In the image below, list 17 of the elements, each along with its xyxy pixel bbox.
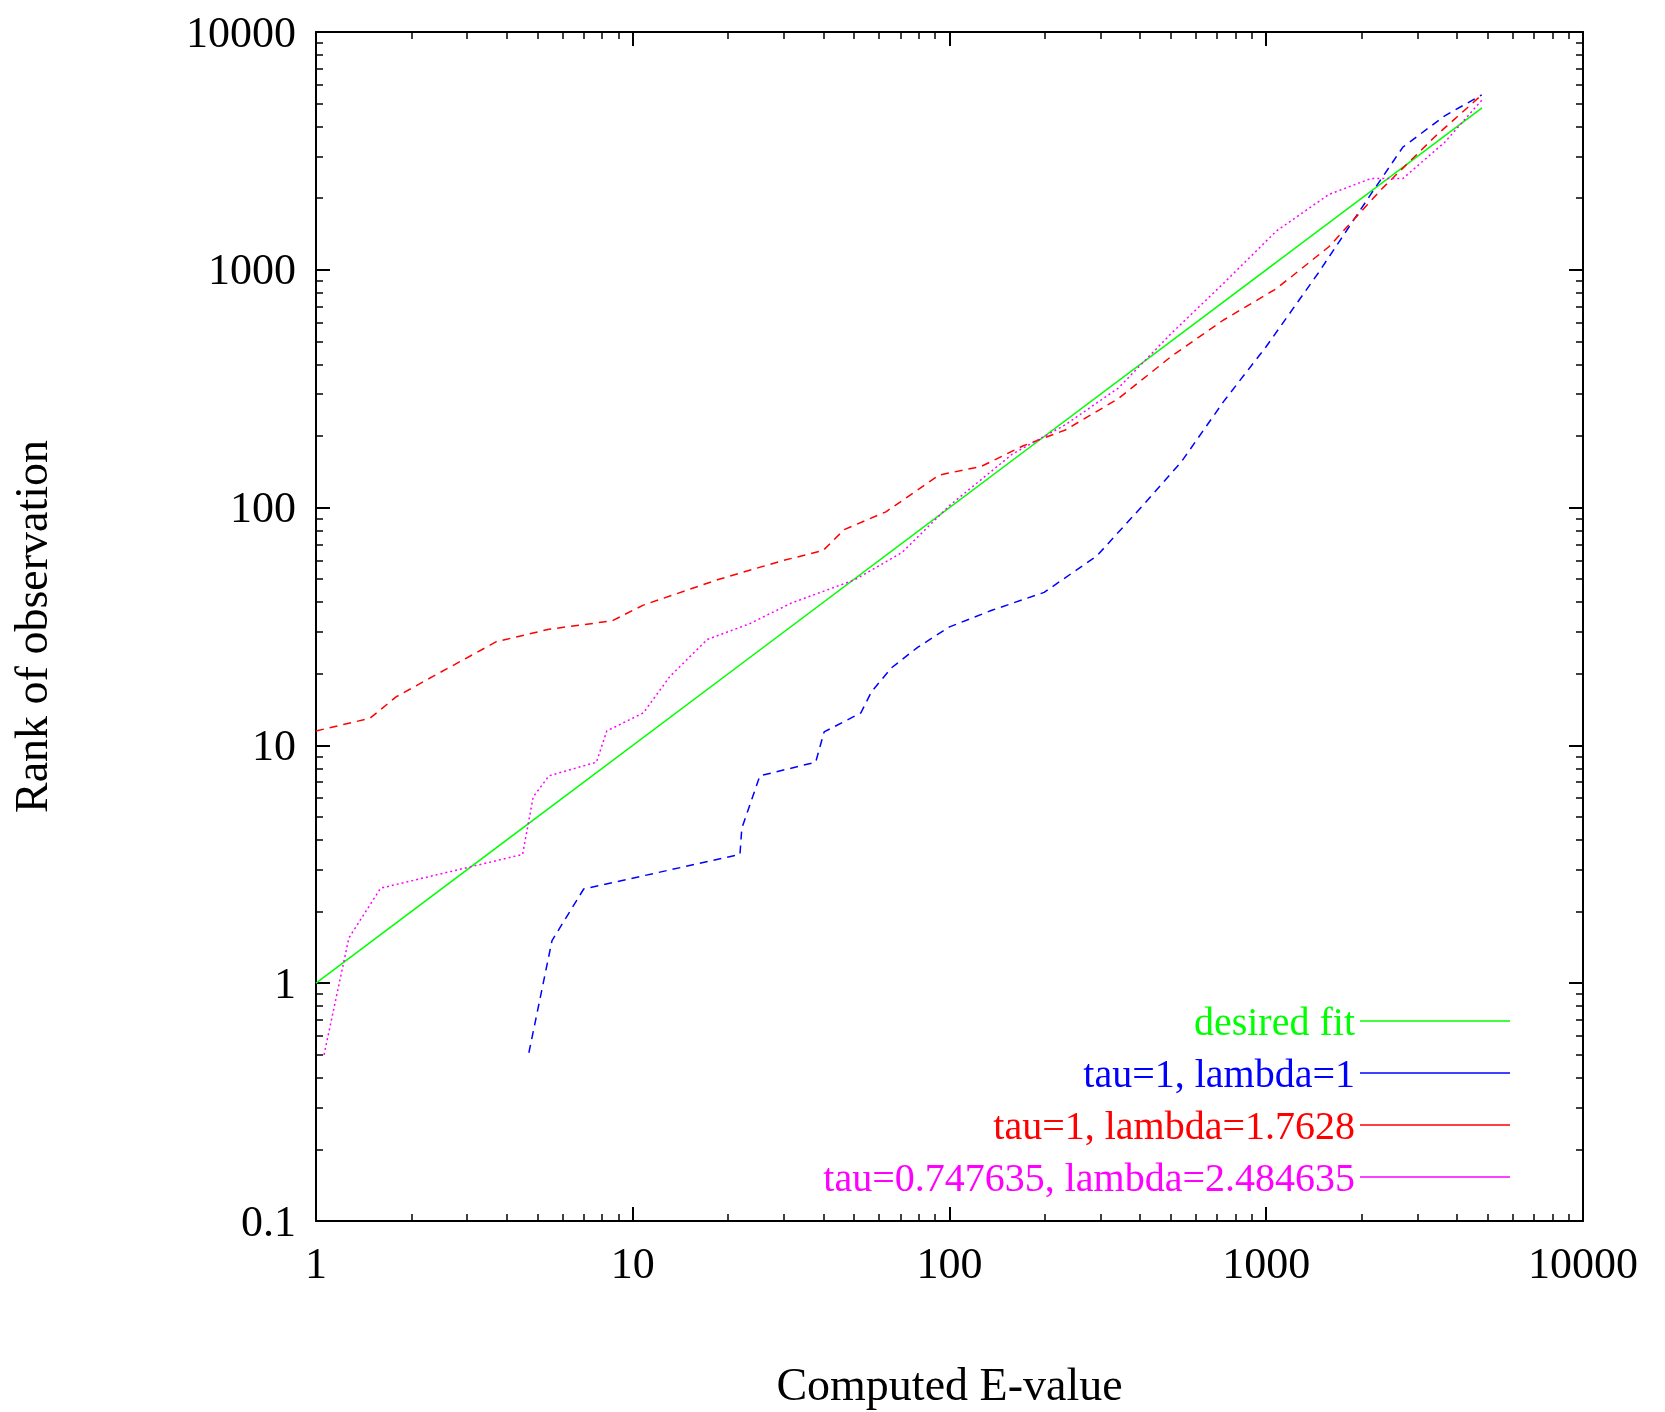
- y-tick-label: 1000: [208, 245, 296, 295]
- y-tick-label: 10: [252, 720, 296, 770]
- x-tick-label: 10000: [1528, 1238, 1638, 1288]
- x-tick-label: 1: [305, 1238, 327, 1288]
- x-tick-label: 1000: [1222, 1238, 1311, 1288]
- y-tick-label: 10000: [186, 7, 296, 57]
- legend-label: tau=1, lambda=1.7628: [993, 1102, 1355, 1148]
- y-axis-title: Rank of observation: [5, 439, 57, 814]
- legend-label: tau=1, lambda=1: [1083, 1050, 1355, 1096]
- legend-label: tau=0.747635, lambda=2.484635: [823, 1154, 1355, 1200]
- x-tick-label: 100: [916, 1238, 983, 1288]
- x-axis-title: Computed E-value: [776, 1358, 1123, 1410]
- legend-label: desired fit: [1193, 998, 1355, 1044]
- x-tick-label: 10: [610, 1238, 655, 1288]
- y-tick-label: 1: [274, 958, 296, 1008]
- y-tick-label: 0.1: [241, 1196, 296, 1246]
- y-tick-label: 100: [230, 483, 296, 533]
